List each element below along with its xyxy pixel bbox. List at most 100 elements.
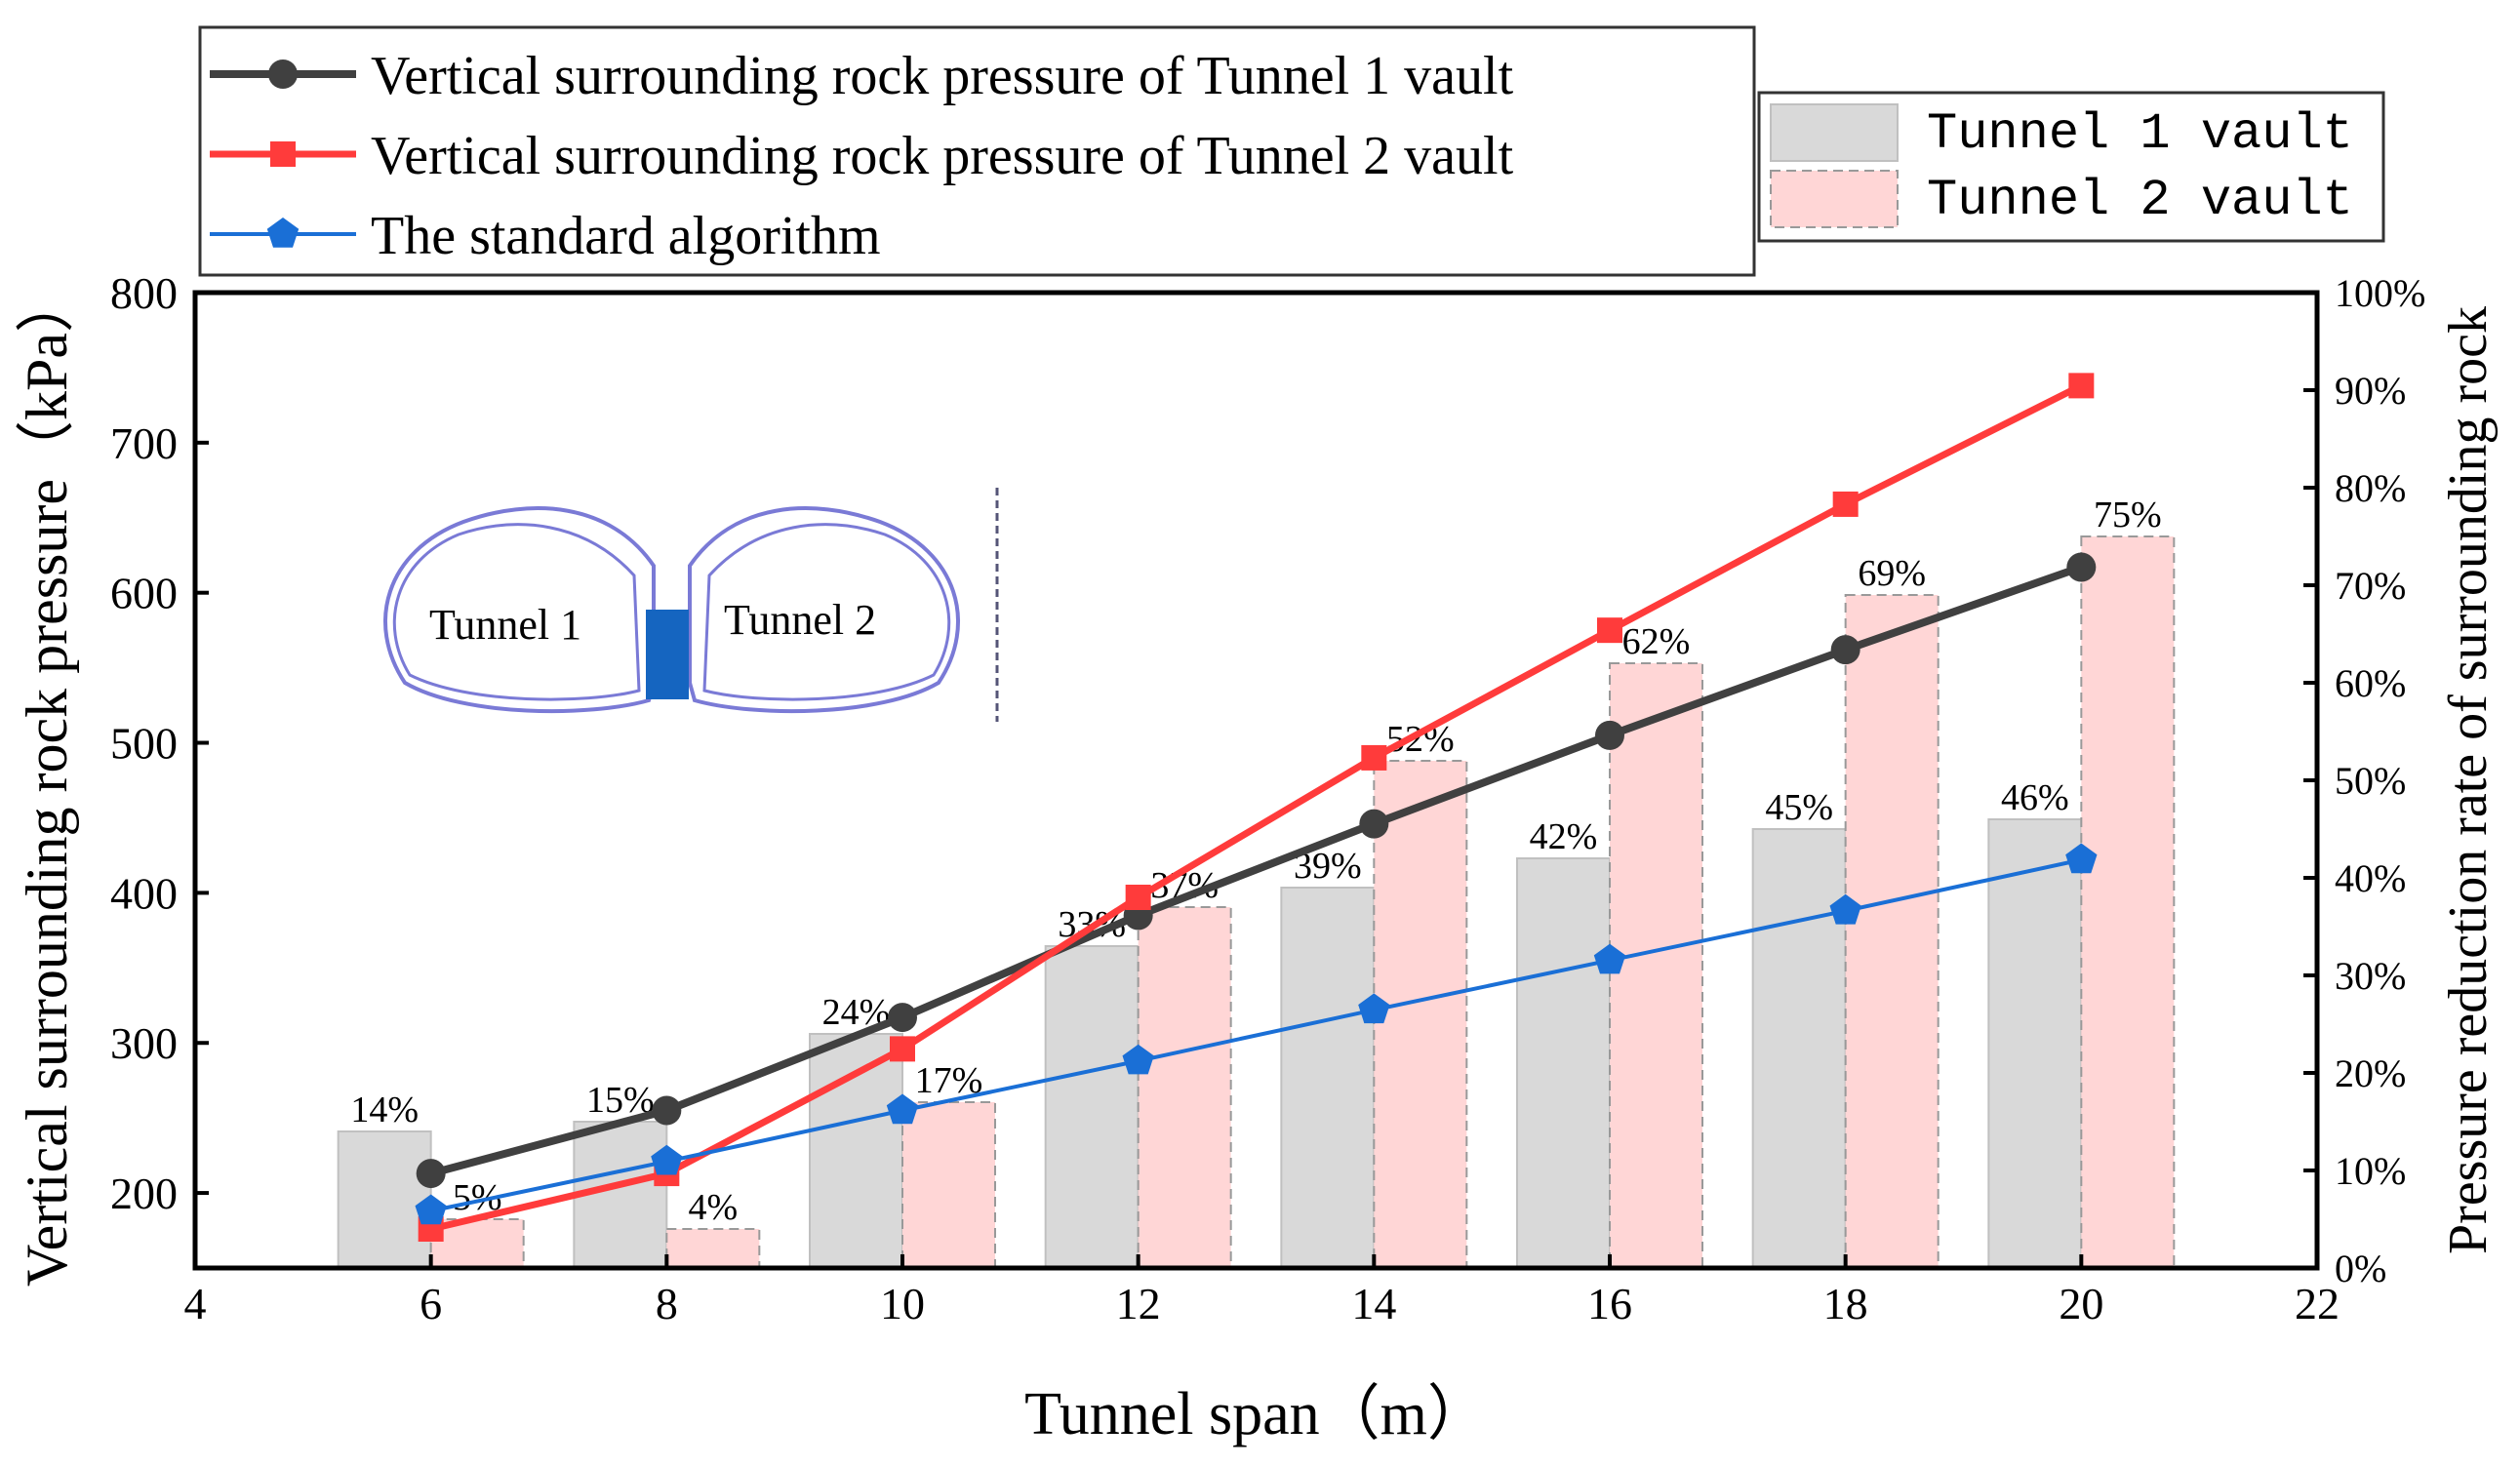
line-series-layer <box>415 373 2098 1242</box>
bar-label-tunnel1-6: 14% <box>350 1090 419 1130</box>
bar-tunnel1-18 <box>1751 828 1847 1269</box>
bar-tunnel1-10 <box>809 1033 903 1269</box>
marker-series2-18 <box>1832 491 1859 517</box>
bar-tunnel2-10 <box>901 1101 996 1269</box>
bar-tunnel2-16 <box>1609 662 1703 1269</box>
marker-series2-10 <box>890 1036 915 1062</box>
legend-lines-box <box>198 25 1756 277</box>
tunnel1-outline-inner <box>392 523 641 701</box>
inset-label-tunnel2: Tunnel 2 <box>724 596 876 644</box>
marker-series1-10 <box>888 1003 917 1033</box>
x-tick-label-16: 16 <box>1587 1279 1632 1328</box>
y-left-axis-label: Vertical surrounding rock pressure（kPa） <box>15 274 79 1287</box>
x-tick-label-12: 12 <box>1116 1279 1161 1328</box>
bar-tunnel1-14 <box>1280 887 1376 1269</box>
tunnel-inset-diagram: Tunnel 1 Tunnel 2 <box>383 488 999 722</box>
y-left-tick-label-500: 500 <box>110 719 178 769</box>
x-tick-label-8: 8 <box>656 1279 678 1328</box>
marker-series3-6 <box>415 1194 447 1225</box>
axes-layer: 4 6 8 10 12 14 16 18 20 22 200 300 400 500 600 700 800 0%… <box>15 268 2499 1447</box>
marker-series1-14 <box>1359 809 1389 839</box>
bar-label-tunnel2-8: 4% <box>689 1187 739 1228</box>
bar-tunnel1-20 <box>1987 818 2083 1269</box>
y-right-tick-label-10%: 10% <box>2335 1149 2406 1193</box>
x-axis-label: Tunnel span（m） <box>1024 1381 1488 1447</box>
middle-pillar <box>646 610 689 699</box>
marker-series1-8 <box>652 1095 682 1126</box>
bar-label-tunnel1-20: 46% <box>2001 777 2069 818</box>
bar-tunnel2-12 <box>1137 906 1232 1269</box>
y-left-tick-label-800: 800 <box>110 268 178 318</box>
legends-layer: Vertical surrounding rock pressure of Tu… <box>198 25 2385 277</box>
line-series-3 <box>430 857 2082 1213</box>
y-right-tick-label-90%: 90% <box>2335 369 2406 413</box>
legend-marker-2 <box>270 141 296 167</box>
bar-label-tunnel2-14: 52% <box>1386 719 1455 760</box>
legend-label-3: The standard algorithm <box>371 206 881 266</box>
y-right-tick-label-20%: 20% <box>2335 1051 2406 1095</box>
marker-series3-14 <box>1358 993 1390 1024</box>
y-right-tick-label-50%: 50% <box>2335 759 2406 803</box>
bar-label-tunnel2-16: 62% <box>1622 621 1691 662</box>
y-left-tick-label-700: 700 <box>110 418 178 468</box>
bar-tunnel1-12 <box>1044 945 1140 1269</box>
marker-series3-20 <box>2065 843 2098 874</box>
line-series-1 <box>429 563 2083 1177</box>
y-right-tick-label-80%: 80% <box>2335 466 2406 510</box>
y-right-tick-label-60%: 60% <box>2335 661 2406 705</box>
y-right-axis-label: Pressure reduction rate of surrounding r… <box>2438 306 2499 1254</box>
legend-bar-swatch-2 <box>1770 170 1899 228</box>
bar-label-tunnel2-20: 75% <box>2094 495 2162 535</box>
y-right-tick-label-30%: 30% <box>2335 954 2406 998</box>
y-right-tick-label-0%: 0% <box>2335 1247 2386 1290</box>
y-left-tick-label-400: 400 <box>110 868 178 918</box>
y-left-tick-label-300: 300 <box>110 1018 178 1068</box>
x-tick-label-20: 20 <box>2059 1279 2103 1328</box>
legend-bar-label-2: Tunnel 2 vault <box>1927 172 2353 229</box>
x-tick-label-14: 14 <box>1351 1279 1396 1328</box>
y-right-tick-label-40%: 40% <box>2335 856 2406 900</box>
y-right-tick-label-70%: 70% <box>2335 564 2406 608</box>
marker-series1-20 <box>2066 552 2097 582</box>
tunnel2-outline-outer <box>688 506 960 714</box>
bar-tunnel2-14 <box>1373 760 1468 1269</box>
tunnel1-outline-outer <box>383 506 656 714</box>
bar-label-tunnel1-18: 45% <box>1765 787 1833 828</box>
legend-marker-1 <box>268 59 298 89</box>
x-tick-label-18: 18 <box>1823 1279 1868 1328</box>
legend-label-2: Vertical surrounding rock pressure of Tu… <box>371 126 1514 186</box>
marker-series2-16 <box>1597 617 1622 644</box>
bar-tunnel2-18 <box>1844 594 1940 1269</box>
marker-series1-18 <box>1830 635 1860 665</box>
marker-series3-18 <box>1829 893 1861 925</box>
marker-series1-16 <box>1595 720 1624 750</box>
inset-label-tunnel1: Tunnel 1 <box>429 601 581 649</box>
y-right-tick-label-100%: 100% <box>2335 271 2425 315</box>
y-left-tick-label-600: 600 <box>110 569 178 618</box>
marker-series1-6 <box>416 1159 446 1189</box>
bar-tunnel1-16 <box>1516 857 1611 1269</box>
marker-series2-14 <box>1361 744 1387 771</box>
bar-tunnel2-8 <box>665 1228 761 1269</box>
legend-bar-label-1: Tunnel 1 vault <box>1927 105 2353 163</box>
marker-series3-12 <box>1122 1044 1154 1075</box>
x-tick-label-4: 4 <box>184 1279 207 1328</box>
marker-series2-12 <box>1125 885 1151 910</box>
x-tick-label-22: 22 <box>2295 1279 2340 1328</box>
marker-series3-8 <box>651 1144 683 1175</box>
x-tick-label-10: 10 <box>880 1279 925 1328</box>
bar-series-layer <box>337 535 2176 1269</box>
bar-tunnel2-20 <box>2080 535 2176 1269</box>
marker-series3-10 <box>886 1093 919 1125</box>
bar-label-tunnel1-16: 42% <box>1530 816 1598 857</box>
bar-label-tunnel2-18: 69% <box>1858 553 1926 594</box>
tunnel2-outline-inner <box>702 523 951 701</box>
y-left-tick-label-200: 200 <box>110 1169 178 1218</box>
legend-marker-3 <box>266 218 300 248</box>
marker-series2-20 <box>2068 373 2095 399</box>
x-tick-label-6: 6 <box>420 1279 442 1328</box>
legend-label-1: Vertical surrounding rock pressure of Tu… <box>371 46 1514 106</box>
marker-series3-16 <box>1593 943 1626 974</box>
bar-tunnel1-6 <box>337 1130 432 1269</box>
